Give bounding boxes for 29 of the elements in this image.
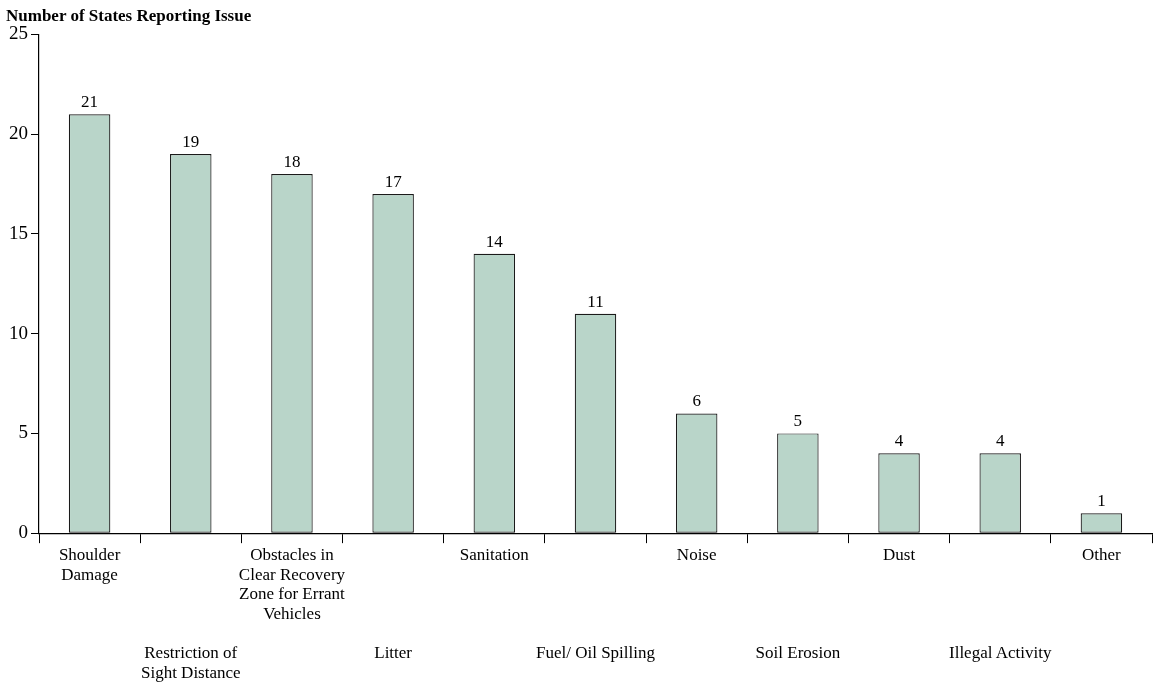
x-tick-label: Restriction of Sight Distance	[140, 643, 241, 682]
y-tick-label: 15	[9, 221, 28, 243]
y-tick-label: 20	[9, 122, 28, 144]
data-label: 5	[793, 411, 803, 431]
x-tick-label: Obstacles in Clear Recovery Zone for Errant Vehicles	[238, 545, 346, 624]
x-tick-label: Noise	[676, 545, 717, 565]
y-tick-label: 10	[9, 321, 28, 343]
data-label: 19	[182, 132, 200, 152]
data-label: 17	[384, 171, 403, 191]
x-tick-label: Dust	[882, 545, 916, 565]
data-label: 4	[894, 431, 904, 451]
y-tick-label: 0	[18, 521, 28, 543]
x-tick-label: Sanitation	[459, 545, 530, 565]
x-tick-label: Shoulder Damage	[58, 545, 121, 584]
y-tick-label: 5	[18, 421, 28, 443]
x-tick-label: Fuel/ Oil Spilling	[535, 643, 656, 663]
data-label: 21	[81, 92, 99, 112]
x-tick-label: Illegal Activity	[949, 643, 1052, 663]
chart-title: Number of States Reporting Issue	[6, 5, 252, 25]
data-label: 18	[283, 152, 301, 172]
data-label: 4	[995, 431, 1005, 451]
x-tick-label: Soil Erosion	[755, 643, 841, 663]
data-label: 1	[1097, 491, 1106, 511]
data-label: 14	[485, 231, 504, 251]
x-tick-label: Other	[1082, 545, 1122, 565]
x-tick-label: Litter	[374, 643, 413, 663]
y-tick-label: 25	[9, 22, 28, 44]
data-label: 11	[587, 291, 604, 311]
data-label: 6	[692, 391, 701, 411]
